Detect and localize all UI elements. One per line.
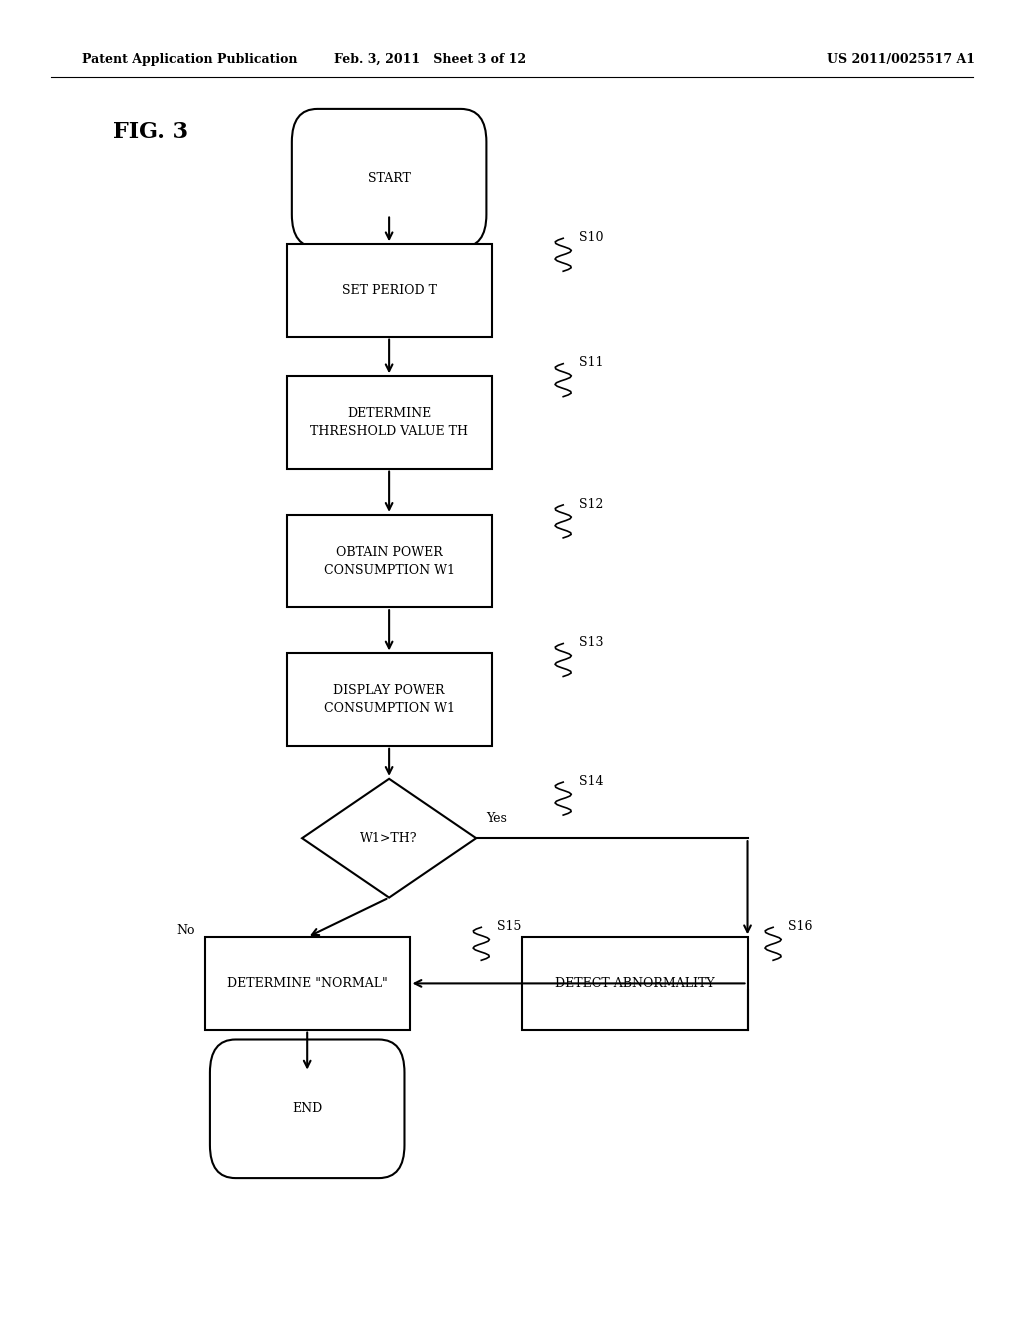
Bar: [287, 515, 492, 607]
Text: US 2011/0025517 A1: US 2011/0025517 A1: [827, 53, 975, 66]
Text: Feb. 3, 2011   Sheet 3 of 12: Feb. 3, 2011 Sheet 3 of 12: [334, 53, 526, 66]
Text: START: START: [368, 172, 411, 185]
Text: S12: S12: [579, 498, 603, 511]
Text: S15: S15: [497, 920, 521, 933]
Bar: [287, 244, 492, 337]
Bar: [287, 376, 492, 469]
Text: S10: S10: [579, 231, 603, 244]
FancyBboxPatch shape: [292, 110, 486, 248]
Text: S14: S14: [579, 775, 603, 788]
Text: DETERMINE "NORMAL": DETERMINE "NORMAL": [227, 977, 387, 990]
Text: OBTAIN POWER
CONSUMPTION W1: OBTAIN POWER CONSUMPTION W1: [324, 545, 455, 577]
Bar: [205, 937, 410, 1030]
Bar: [522, 937, 748, 1030]
Text: S11: S11: [579, 356, 603, 370]
Text: FIG. 3: FIG. 3: [113, 121, 187, 143]
Text: DISPLAY POWER
CONSUMPTION W1: DISPLAY POWER CONSUMPTION W1: [324, 684, 455, 715]
Text: END: END: [292, 1102, 323, 1115]
Text: SET PERIOD T: SET PERIOD T: [342, 284, 436, 297]
Text: Patent Application Publication: Patent Application Publication: [82, 53, 297, 66]
Text: W1>TH?: W1>TH?: [360, 832, 418, 845]
Text: DETERMINE
THRESHOLD VALUE TH: DETERMINE THRESHOLD VALUE TH: [310, 407, 468, 438]
FancyBboxPatch shape: [210, 1040, 404, 1177]
Text: S16: S16: [788, 920, 813, 933]
Text: No: No: [176, 924, 195, 937]
Text: S13: S13: [579, 636, 603, 649]
Polygon shape: [302, 779, 476, 898]
Text: DETECT ABNORMALITY: DETECT ABNORMALITY: [555, 977, 715, 990]
Text: Yes: Yes: [486, 812, 507, 825]
Bar: [287, 653, 492, 746]
